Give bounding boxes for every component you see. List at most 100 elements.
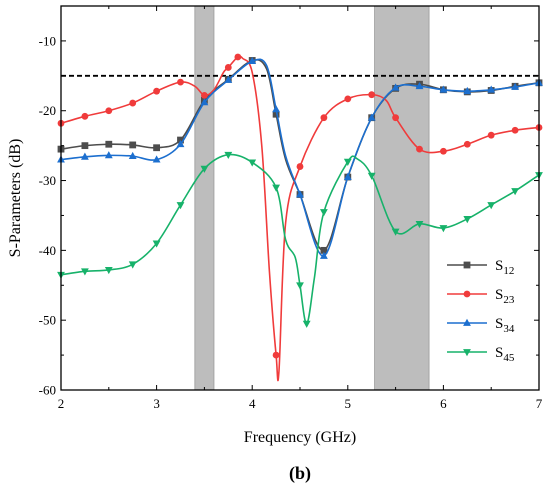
data-point-s45	[302, 320, 311, 328]
data-point-s45	[296, 282, 304, 290]
y-tick-label: -30	[39, 173, 56, 188]
data-point-s34	[511, 82, 520, 90]
data-point-s45	[415, 220, 424, 229]
data-point-s34	[152, 155, 161, 163]
data-point-s34	[200, 98, 209, 106]
y-tick-label: -20	[39, 103, 56, 118]
series-s45	[57, 151, 543, 328]
panel-label: (b)	[289, 463, 311, 484]
data-point-s23	[105, 107, 113, 115]
data-point-s12	[105, 140, 113, 148]
data-point-s34	[439, 85, 448, 93]
legend-marker	[463, 318, 471, 326]
x-tick-label: 7	[536, 396, 543, 411]
data-point-s23	[201, 91, 208, 99]
legend-item-s45: S45	[447, 345, 515, 364]
plot-frame	[60, 5, 540, 391]
data-point-s12	[320, 246, 328, 254]
data-point-s23	[129, 99, 137, 107]
shaded-band-2	[374, 5, 430, 391]
data-point-s45	[463, 216, 472, 224]
data-point-s45	[248, 159, 257, 167]
x-tick-label: 3	[153, 396, 160, 411]
shaded-band-1	[194, 5, 215, 391]
data-point-s45	[200, 165, 209, 173]
legend-marker	[463, 349, 471, 357]
data-point-s34	[463, 86, 472, 95]
legend-item-s34: S34	[447, 316, 515, 335]
data-point-s23	[81, 112, 89, 120]
data-point-s45	[343, 158, 352, 166]
y-tick-label: -60	[39, 383, 56, 398]
data-point-s45	[439, 225, 448, 233]
data-point-s23	[224, 64, 232, 71]
y-tick-label: -40	[39, 243, 56, 258]
x-tick-label: 4	[249, 396, 256, 411]
axis-ticks: 2 3 4 5 6 7 -60 -50 -40 -30 -20 -10	[39, 5, 543, 411]
data-point-s45	[367, 172, 376, 180]
legend-label: S45	[495, 345, 515, 364]
legend-item-s12: S12	[447, 258, 514, 277]
data-point-s34	[487, 85, 496, 93]
data-point-s34	[296, 190, 304, 198]
legend-label: S23	[495, 287, 515, 306]
data-point-s34	[343, 172, 352, 180]
x-tick-label: 6	[440, 396, 447, 411]
legend-item-s23: S23	[447, 287, 515, 306]
series-s34	[57, 56, 543, 259]
data-point-s23	[368, 91, 376, 99]
data-point-s23	[440, 147, 447, 155]
x-axis-title: Frequency (GHz)	[244, 429, 356, 446]
data-point-s34	[248, 56, 257, 65]
data-point-s34	[272, 105, 281, 113]
y-tick-label: -50	[39, 313, 56, 328]
data-point-s45	[511, 188, 520, 196]
data-point-s23	[177, 78, 184, 86]
x-tick-label: 5	[345, 396, 352, 411]
data-point-s45	[391, 228, 400, 236]
data-point-s34	[319, 251, 328, 259]
data-point-s45	[80, 268, 89, 276]
data-point-s23	[272, 351, 280, 359]
data-point-s45	[128, 261, 137, 269]
y-axis-title: S-Parameters (dB)	[7, 139, 24, 258]
data-point-s34	[415, 82, 424, 90]
x-tick-label: 2	[58, 396, 65, 411]
data-point-s34	[367, 113, 376, 121]
data-point-s34	[176, 139, 185, 148]
series-line-s45	[60, 153, 540, 325]
data-point-s45	[176, 202, 185, 210]
y-tick-label: -10	[39, 33, 56, 48]
data-point-s45	[224, 151, 233, 159]
data-point-s34	[104, 151, 113, 159]
data-point-s12	[129, 141, 137, 149]
series-layer	[57, 53, 543, 382]
legend: S12 S23 S34 S45	[447, 258, 515, 364]
data-point-s23	[153, 87, 161, 95]
data-point-s45	[487, 202, 496, 210]
data-point-s45	[104, 267, 113, 275]
data-point-s23	[296, 163, 304, 170]
legend-marker	[463, 290, 471, 298]
data-point-s23	[320, 114, 328, 122]
data-point-s23	[234, 53, 242, 61]
data-point-s23	[344, 95, 352, 103]
data-point-s12	[272, 110, 280, 118]
data-point-s45	[152, 240, 161, 248]
data-point-s12	[81, 142, 89, 150]
legend-marker	[463, 261, 471, 269]
data-point-s23	[392, 114, 399, 122]
data-point-s34	[128, 151, 137, 159]
series-line-s34	[60, 58, 540, 257]
data-point-s23	[463, 140, 471, 148]
data-point-s23	[511, 126, 519, 134]
data-point-s23	[416, 145, 423, 153]
legend-label: S12	[495, 258, 514, 277]
data-point-s23	[487, 131, 495, 139]
data-point-s34	[391, 83, 400, 91]
data-point-s34	[80, 152, 89, 160]
legend-label: S34	[495, 316, 515, 335]
data-point-s45	[319, 209, 328, 217]
data-point-s12	[153, 144, 160, 152]
